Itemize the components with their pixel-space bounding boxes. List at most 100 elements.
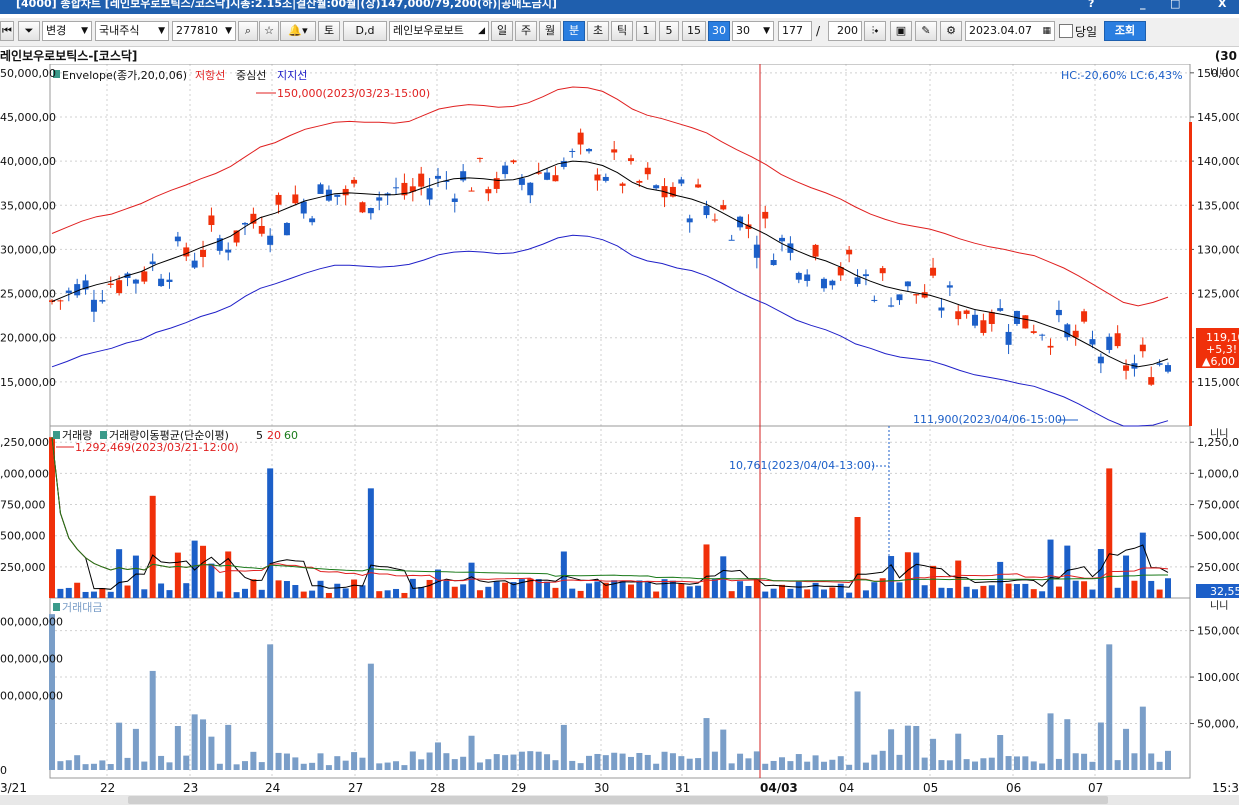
amount-bar [787, 761, 794, 770]
amount-bar [250, 751, 257, 770]
amount-right-axis: 150,000,000 100,000,000 50,000,000 [1190, 625, 1239, 731]
minimize-button[interactable]: _ [1140, 0, 1146, 10]
candle-settings-icon[interactable]: ⫶⬩ [864, 21, 886, 41]
total-input[interactable]: 200 [828, 21, 862, 41]
candle-body [946, 285, 953, 288]
volume-bar [871, 582, 878, 598]
interval-30-button[interactable]: 30 [708, 21, 730, 41]
star-icon[interactable]: ☆ [259, 21, 279, 41]
volume-bar [510, 582, 517, 598]
market-select[interactable]: 국내주식 ▼ [95, 21, 169, 41]
price-left-tick: 40,000,00 [0, 155, 56, 168]
stock-code-input[interactable]: 277810 ▼ [172, 21, 236, 41]
amount-bar [871, 754, 878, 770]
amount-bar [283, 753, 290, 770]
interval-select[interactable]: 30 ▼ [732, 21, 774, 41]
period-week-button[interactable]: 주 [515, 21, 537, 41]
amount-left-tick: 00,000,000 [0, 652, 63, 665]
amount-bar [49, 614, 55, 770]
search-icon[interactable]: ⌕ [238, 21, 258, 41]
volume-bar [460, 584, 467, 598]
period-minute-button[interactable]: 분 [563, 21, 585, 41]
interval-1-button[interactable]: 1 [636, 21, 656, 41]
pen-icon[interactable]: ✎ [915, 21, 937, 41]
volume-bar [896, 582, 903, 598]
amount-bar [745, 758, 752, 770]
candle-body [837, 267, 844, 276]
volume-bar [434, 569, 441, 598]
amount-left-tick: 00,000,000 [0, 690, 63, 703]
period-month-button[interactable]: 월 [539, 21, 561, 41]
x-axis-label: 22 [100, 781, 115, 795]
volume-bar [678, 583, 685, 598]
amount-bar [292, 757, 299, 770]
amount-bar [1131, 753, 1138, 770]
candle-body [544, 172, 551, 180]
candle-body [955, 311, 962, 320]
volume-ma20-legend: 20 [267, 429, 281, 442]
period-day-button[interactable]: 일 [491, 21, 513, 41]
hl-info: HC:-20,60% LC:6,43% [1061, 69, 1183, 82]
volume-bar [594, 581, 601, 598]
amount-bar [376, 763, 383, 770]
volume-bar [636, 580, 643, 598]
volume-bar [401, 592, 408, 598]
volume-bar [334, 583, 341, 598]
amount-bar [770, 760, 777, 770]
interval-15-button[interactable]: 15 [682, 21, 706, 41]
candle-body [938, 307, 945, 311]
amount-bar [1165, 750, 1171, 770]
volume-bar [1139, 532, 1146, 598]
interval-5-button[interactable]: 5 [659, 21, 679, 41]
volume-bar [1106, 468, 1113, 598]
help-button[interactable]: ? [1088, 0, 1095, 10]
candle-body [1047, 345, 1054, 348]
close-button[interactable]: X [1218, 0, 1227, 10]
amount-bar [309, 762, 316, 770]
maximize-button[interactable]: □ [1170, 0, 1181, 10]
volume-panel-unit: 니니 [1210, 428, 1228, 440]
amount-bar [267, 644, 274, 770]
candle-body [518, 178, 525, 185]
amount-bar [99, 760, 106, 770]
amount-left-tick: 00,000,000 [0, 615, 63, 628]
collapse-icon[interactable]: ⏷ [18, 21, 40, 41]
first-page-icon[interactable]: ⏮ [0, 21, 14, 41]
volume-bar [300, 591, 307, 598]
amount-bar [384, 762, 391, 770]
candle-body [678, 179, 685, 184]
amount-bar [997, 735, 1004, 770]
to-button[interactable]: 토 [318, 21, 340, 41]
volume-bar [711, 579, 718, 598]
amount-bar [132, 728, 139, 770]
volume-bar [703, 544, 710, 598]
chart-area[interactable]: Envelope(종가,20,0,06) 저항선 중심선 지지선 HC:-20,… [0, 64, 1239, 795]
upper-band-line [51, 86, 1169, 307]
gear-icon[interactable]: ⚙ [940, 21, 962, 41]
save-icon[interactable]: ▣ [890, 21, 912, 41]
today-checkbox[interactable] [1059, 24, 1073, 38]
period-tick-button[interactable]: 틱 [611, 21, 633, 41]
horizontal-scrollbar[interactable] [0, 795, 1239, 805]
count-input[interactable]: 177 [778, 21, 812, 41]
scrollbar-thumb[interactable] [128, 796, 1108, 804]
stock-name-field[interactable]: 레인보우로보트 ◢ [389, 21, 489, 41]
volume-bar [669, 580, 676, 598]
amount-bar [158, 755, 165, 770]
candle-body [1123, 365, 1130, 371]
amount-bar [1072, 753, 1079, 770]
alarm-bell-icon[interactable]: 🔔▾ [280, 21, 316, 41]
x-axis-label: 27 [348, 781, 363, 795]
query-button[interactable]: 조회 [1104, 21, 1146, 41]
date-input[interactable]: 2023.04.07 ▦ [965, 21, 1055, 41]
current-diff: ▲6,00 [1202, 355, 1235, 368]
d-button[interactable]: D,d [343, 21, 387, 41]
period-second-button[interactable]: 초 [587, 21, 609, 41]
amount-right-tick: 100,000,000 [1197, 671, 1239, 684]
amount-bar [468, 735, 475, 770]
mode-select[interactable]: 변경 ▼ [42, 21, 92, 41]
volume-bar [611, 580, 618, 598]
volume-bar [476, 590, 483, 598]
amount-left-tick: 0 [0, 764, 7, 777]
amount-bar [577, 763, 584, 770]
